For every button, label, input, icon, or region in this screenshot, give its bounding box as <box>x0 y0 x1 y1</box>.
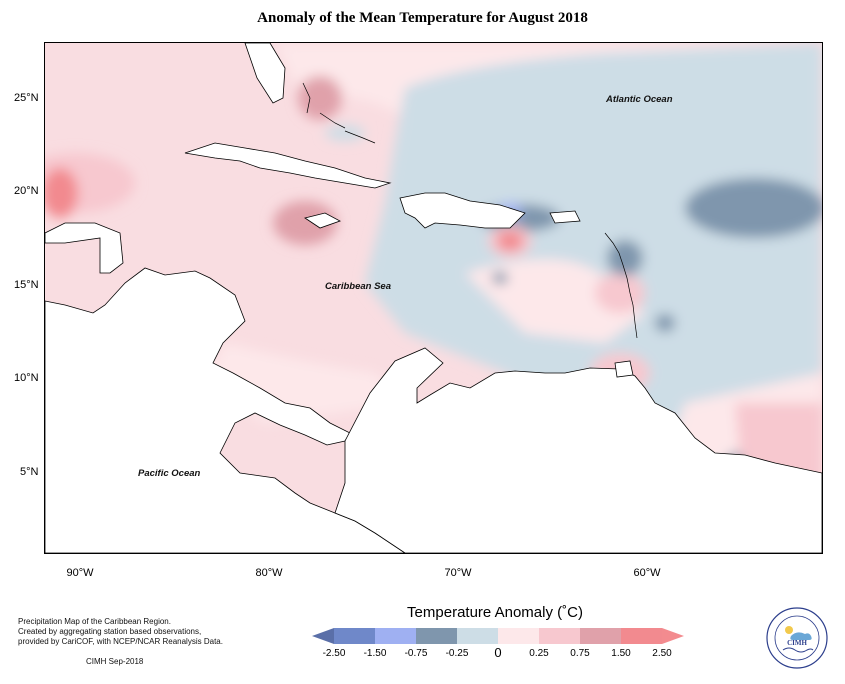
legend-bin <box>312 628 334 644</box>
land-trinidad <box>614 360 634 378</box>
cimh-logo: CIMH <box>766 607 828 669</box>
lat-tick-20n: 20°N <box>14 185 39 197</box>
anomaly-cell-hot-mona <box>497 231 523 251</box>
land-cuba <box>184 142 392 189</box>
island-bahamas-3 <box>344 130 376 144</box>
legend-tick-label: -0.25 <box>445 648 469 659</box>
anomaly-cell-cool-barbados <box>655 314 675 332</box>
small-islands <box>302 82 638 339</box>
island-bahamas-2 <box>319 112 346 129</box>
credits-line-3: provided by CariCOF, with NCEP/NCAR Rean… <box>18 637 223 646</box>
anomaly-cell-neutral-bahamas <box>325 125 365 141</box>
lon-tick-90w: 90°W <box>66 567 94 579</box>
legend-title: Temperature Anomaly (˚C) <box>407 604 583 621</box>
lat-tick-10n: 10°N <box>14 372 39 384</box>
credits-date: CIMH Sep-2018 <box>86 657 144 666</box>
legend-bin <box>498 628 539 644</box>
land-puerto-rico <box>549 210 581 224</box>
label-caribbean-sea: Caribbean Sea <box>325 281 391 292</box>
legend-bin <box>580 628 621 644</box>
legend-bin <box>662 628 684 644</box>
anomaly-cell-warm-yucatan <box>45 168 78 218</box>
legend-bin <box>621 628 662 644</box>
anomaly-cell-warm-windwards <box>595 273 645 313</box>
label-atlantic-ocean: Atlantic Ocean <box>606 94 673 105</box>
anomaly-cell-cool-atlantic <box>685 178 822 238</box>
land-yucatan <box>45 222 124 274</box>
wave-icon <box>782 647 814 653</box>
map-panel <box>44 42 823 554</box>
legend-tick-label: 2.50 <box>652 648 672 659</box>
island-leeward-arc <box>604 232 638 339</box>
lat-tick-15n: 15°N <box>14 279 39 291</box>
lon-tick-60w: 60°W <box>633 567 661 579</box>
lon-tick-70w: 70°W <box>444 567 472 579</box>
anomaly-map <box>45 43 822 553</box>
credits-line-1: Precipitation Map of the Caribbean Regio… <box>18 617 171 626</box>
legend-bin <box>416 628 457 644</box>
anomaly-cell-warm-jamaica <box>273 201 337 245</box>
credits-block: Precipitation Map of the Caribbean Regio… <box>18 617 233 667</box>
legend-bin <box>375 628 416 644</box>
label-pacific-ocean: Pacific Ocean <box>138 468 201 479</box>
legend-bin <box>457 628 498 644</box>
anomaly-zone-neutral-south <box>465 259 645 343</box>
credits-line-2: Created by aggregating station based obs… <box>18 627 202 636</box>
legend-colorbar <box>312 628 684 644</box>
legend-tick-label: -0.75 <box>404 648 428 659</box>
legend-tick-label: 0.25 <box>529 648 549 659</box>
anomaly-cell-warm-bahamas <box>298 76 342 120</box>
lat-tick-5n: 5°N <box>20 466 39 478</box>
lat-tick-25n: 25°N <box>14 92 39 104</box>
anomaly-cell-cool-leewards <box>607 240 643 276</box>
map-title: Anomaly of the Mean Temperature for Augu… <box>257 10 588 26</box>
anomaly-cell-cool-aves <box>492 272 508 284</box>
legend-tick-label: -1.50 <box>363 648 387 659</box>
legend-bin <box>334 628 375 644</box>
lon-tick-80w: 80°W <box>255 567 283 579</box>
island-bahamas-1 <box>302 82 311 114</box>
cloud-icon <box>790 632 812 640</box>
legend-tick-label: 0 <box>494 645 502 660</box>
logo-text: CIMH <box>787 639 807 647</box>
sun-icon <box>785 626 793 634</box>
legend-tick-label: -2.50 <box>322 648 346 659</box>
legend-tick-label: 1.50 <box>611 648 631 659</box>
legend-bin <box>539 628 580 644</box>
land-central-america <box>45 267 406 553</box>
land-hispaniola <box>399 192 526 229</box>
legend-tick-label: 0.75 <box>570 648 590 659</box>
land-florida <box>244 43 286 104</box>
land-jamaica <box>304 212 341 229</box>
land-masses <box>45 43 822 553</box>
